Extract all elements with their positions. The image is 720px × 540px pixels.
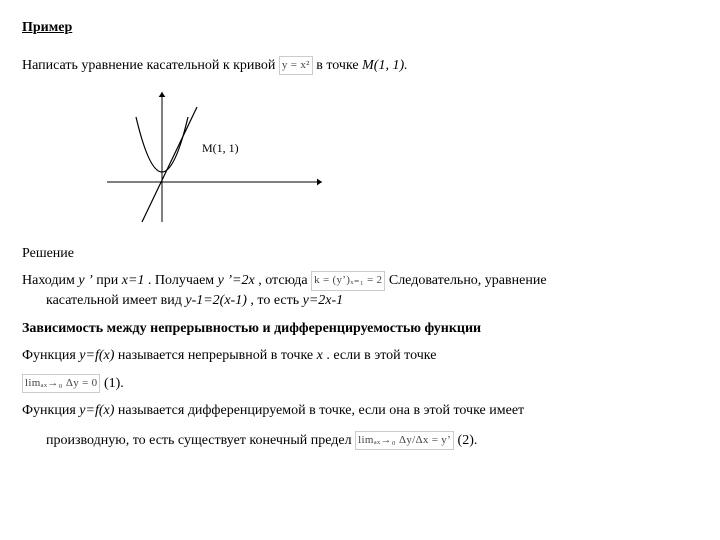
solution-heading: Решение [22, 244, 698, 264]
intro-prefix: Написать уравнение касательной к кривой [22, 58, 279, 73]
diff-line-1: Функция y=f(x) называется дифференцируем… [22, 401, 698, 421]
sol1a: Находим [22, 273, 78, 288]
formula-curve: y = x² [279, 56, 313, 75]
formula-slope: k = (yʼ)ₓ₌₁ = 2 [311, 271, 385, 290]
diff2-text: производную, то есть существует конечный… [46, 433, 355, 448]
diff-a: Функция [22, 403, 79, 418]
formula-limit-continuity: limₐₓ→₀ Δy = 0 [22, 374, 100, 393]
cont-e: . если в этой точке [326, 348, 436, 363]
sol1g: , отсюда [258, 273, 311, 288]
intro-point: M(1, 1). [362, 58, 408, 73]
cont-b: y=f(x) [79, 348, 114, 363]
diff-c: называется дифференцируемой в точке, есл… [118, 403, 524, 418]
sol2-wrap: касательной имеет вид y-1=2(x-1) , то ес… [22, 291, 343, 311]
intro-paragraph: Написать уравнение касательной к кривой … [22, 56, 698, 76]
sol2d: y=2x-1 [303, 293, 344, 308]
continuity-formula-line: limₐₓ→₀ Δy = 0 (1). [22, 374, 698, 394]
diff-tag: (2). [458, 433, 478, 448]
cont-tag: (1). [104, 376, 124, 391]
sol1h: Следовательно, уравнение [389, 273, 547, 288]
cont-d: x [317, 348, 323, 363]
tangent-graph: M(1, 1) [102, 87, 342, 227]
sol1d: x=1 [122, 273, 145, 288]
solution-line-1: Находим y ʼ при x=1 . Получаем y ʼ=2x , … [22, 271, 698, 310]
sol1e: . Получаем [148, 273, 218, 288]
graph-container: M(1, 1) [22, 87, 720, 234]
diff-line-2: производную, то есть существует конечный… [22, 431, 698, 451]
sol2b: y-1=2(x-1) [185, 293, 247, 308]
svg-text:M(1, 1): M(1, 1) [202, 141, 239, 155]
cont-a: Функция [22, 348, 79, 363]
sol2c: , то есть [250, 293, 302, 308]
page-title: Пример [22, 18, 698, 38]
diff-b: y=f(x) [79, 403, 114, 418]
continuity-line: Функция y=f(x) называется непрерывной в … [22, 346, 698, 366]
sol1b: y ʼ [78, 273, 92, 288]
sol1c: при [96, 273, 121, 288]
sol1f: y ʼ=2x [218, 273, 255, 288]
formula-limit-diff: limₐₓ→₀ Δy/Δx = yʼ [355, 431, 454, 450]
relation-heading: Зависимость между непрерывностью и диффе… [22, 319, 698, 339]
sol2a: касательной имеет вид [46, 293, 185, 308]
cont-c: называется непрерывной в точке [118, 348, 317, 363]
intro-suffix: в точке [316, 58, 362, 73]
